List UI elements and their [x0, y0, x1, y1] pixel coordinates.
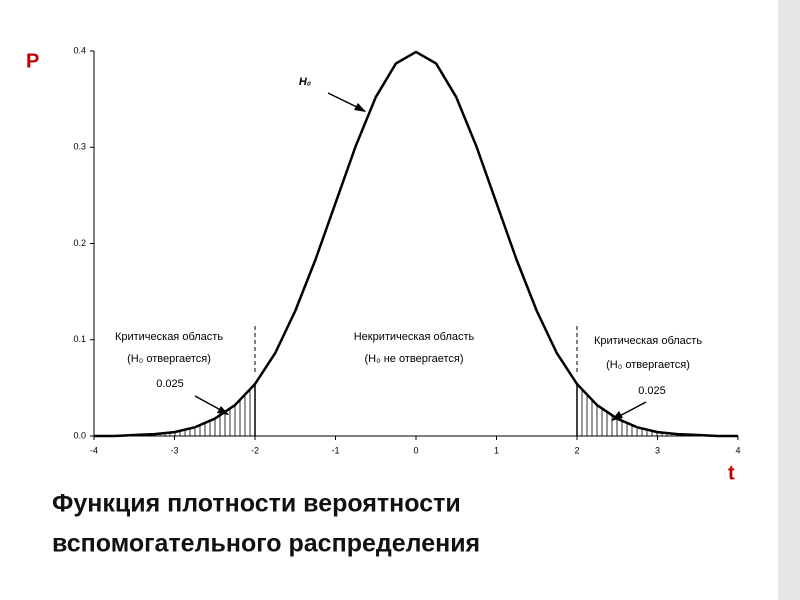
- x-tick-label: 1: [494, 445, 499, 455]
- caption-line: вспомогательного распределения: [52, 530, 480, 558]
- annotation: 0.025: [156, 378, 184, 390]
- annotation: Критическая область: [594, 335, 702, 347]
- arrow-head: [354, 103, 366, 112]
- x-tick-label: -3: [170, 445, 178, 455]
- density-curve: [94, 50, 738, 438]
- annotation: 0.025: [638, 385, 666, 397]
- y-tick-label: 0.2: [73, 238, 86, 248]
- arrow-heads: [217, 103, 623, 421]
- caption-line: Функция плотности вероятности: [52, 490, 461, 518]
- x-tick-label: -4: [90, 445, 98, 455]
- annotation: (H₀ отвергается): [606, 359, 690, 371]
- x-tick-label: -1: [331, 445, 339, 455]
- x-tick-label: 4: [735, 445, 740, 455]
- y-axis-label: P: [26, 50, 39, 72]
- y-tick-label: 0.0: [73, 430, 86, 440]
- annotation: H₀: [299, 76, 311, 88]
- y-tick-label: 0.4: [73, 45, 86, 55]
- annotation: (H₀ не отвергается): [364, 353, 463, 365]
- x-tick-label: 0: [413, 445, 418, 455]
- y-tick-label: 0.1: [73, 334, 86, 344]
- annotation: Критическая область: [115, 331, 223, 343]
- x-tick-label: 2: [574, 445, 579, 455]
- side-band: [778, 0, 800, 600]
- x-tick-label: -2: [251, 445, 259, 455]
- x-tick-label: 3: [655, 445, 660, 455]
- y-tick-label: 0.3: [73, 142, 86, 152]
- annotation: Некритическая область: [354, 331, 475, 343]
- annotation: (H₀ отвергается): [127, 353, 211, 365]
- x-axis-label: t: [728, 462, 735, 484]
- arrow-head: [217, 406, 229, 415]
